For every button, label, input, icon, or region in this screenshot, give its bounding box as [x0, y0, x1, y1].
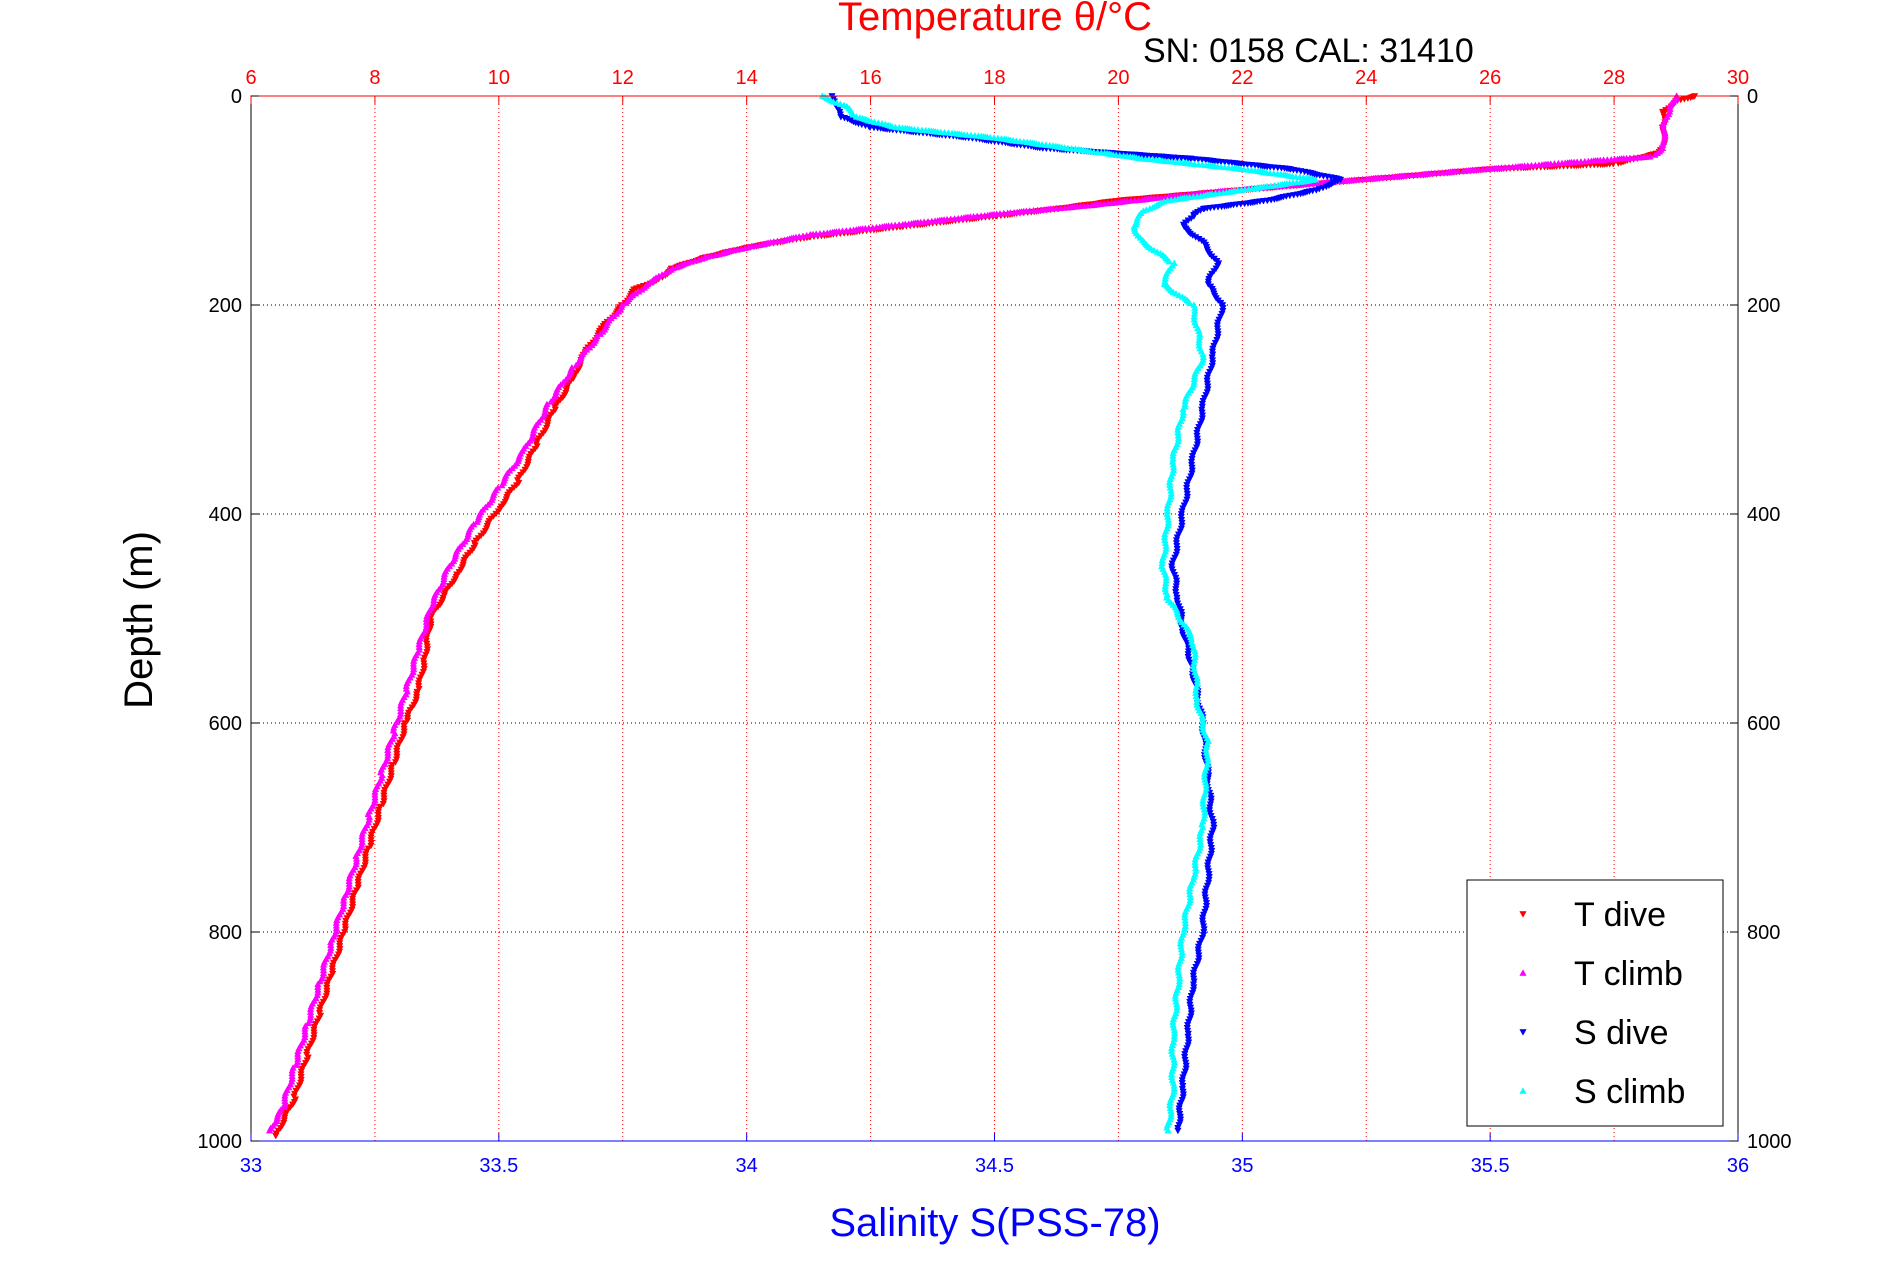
chart-title: Temperature θ/°C: [838, 0, 1152, 39]
data-point: [272, 1132, 280, 1140]
data-point: [292, 1061, 300, 1068]
depth-tick-label-right: 200: [1747, 295, 1780, 317]
temp-tick-label: 26: [1479, 67, 1501, 89]
data-point: [1174, 1127, 1182, 1135]
depth-tick-label-right: 0: [1747, 86, 1758, 108]
depth-tick-label-right: 800: [1747, 922, 1780, 944]
depth-tick-label: 400: [209, 504, 242, 526]
data-point: [661, 269, 670, 276]
temp-tick-label: 14: [736, 67, 758, 89]
data-point: [691, 257, 699, 264]
series-s-climb: [818, 92, 1320, 1134]
data-point: [547, 398, 555, 405]
data-point: [622, 299, 630, 306]
data-point: [1459, 167, 1468, 174]
legend-label: S climb: [1574, 1073, 1685, 1111]
legend-marker: [1519, 1029, 1527, 1036]
sal-tick-label: 35: [1231, 1155, 1253, 1177]
depth-tick-label: 600: [209, 713, 242, 735]
depth-tick-label-right: 1000: [1747, 1131, 1792, 1153]
temp-tick-label: 22: [1231, 67, 1253, 89]
legend-label: S dive: [1574, 1014, 1669, 1052]
depth-tick-label-right: 400: [1747, 504, 1780, 526]
sal-tick-label: 33.5: [479, 1155, 518, 1177]
data-point: [498, 481, 506, 489]
data-point: [836, 100, 844, 107]
data-point: [1186, 299, 1194, 307]
data-point: [833, 99, 841, 106]
legend: T dive T climb S dive S climb: [1466, 879, 1724, 1127]
depth-tick-label: 0: [231, 86, 242, 108]
temp-tick-label: 30: [1727, 67, 1749, 89]
temp-tick-label: 18: [983, 67, 1005, 89]
data-point: [1165, 257, 1173, 265]
temp-tick-label: 12: [612, 67, 634, 89]
sal-tick-label: 33: [240, 1155, 262, 1177]
sal-tick-label: 36: [1727, 1155, 1749, 1177]
data-point: [596, 330, 604, 337]
legend-label: T climb: [1574, 955, 1683, 993]
temp-tick-label: 8: [369, 67, 380, 89]
data-point: [280, 1103, 288, 1110]
data-point: [849, 111, 857, 118]
series-s-dive: [828, 93, 1345, 1135]
depth-tick-label: 200: [209, 295, 242, 317]
data-point: [1164, 1126, 1172, 1134]
serial-annotation: SN: 0158 CAL: 31410: [1143, 32, 1474, 70]
data-point: [304, 1019, 312, 1027]
legend-marker: [1519, 911, 1527, 918]
sal-tick-label: 35.5: [1471, 1155, 1510, 1177]
data-point: [1651, 151, 1659, 158]
depth-axis-label: Depth (m): [117, 531, 161, 709]
temp-tick-label: 24: [1355, 67, 1377, 89]
depth-tick-label: 1000: [198, 1131, 243, 1153]
sal-tick-label: 34: [736, 1155, 758, 1177]
data-point: [572, 361, 580, 369]
temp-tick-label: 16: [859, 67, 881, 89]
salinity-axis-label: Salinity S(PSS-78): [829, 1201, 1160, 1245]
sal-tick-label: 34.5: [975, 1155, 1014, 1177]
data-point: [473, 518, 481, 525]
data-series: [265, 92, 1699, 1140]
axis-ticks: 6 8 10 12 14 16 18 20 22 24 26 28 30 33 33.5 34 34.5 35 35…: [198, 67, 1792, 1177]
legend-label: T dive: [1574, 896, 1666, 934]
series-t-climb: [265, 92, 1681, 1134]
data-point: [265, 1126, 274, 1134]
depth-tick-label: 800: [209, 922, 242, 944]
temp-tick-label: 28: [1603, 67, 1625, 89]
temp-tick-label: 10: [488, 67, 510, 89]
legend-marker: [1519, 969, 1527, 976]
legend-box: [1466, 879, 1724, 1127]
temp-tick-label: 6: [245, 67, 256, 89]
legend-marker: [1519, 1087, 1527, 1094]
depth-tick-label-right: 600: [1747, 713, 1780, 735]
temp-tick-label: 20: [1107, 67, 1129, 89]
